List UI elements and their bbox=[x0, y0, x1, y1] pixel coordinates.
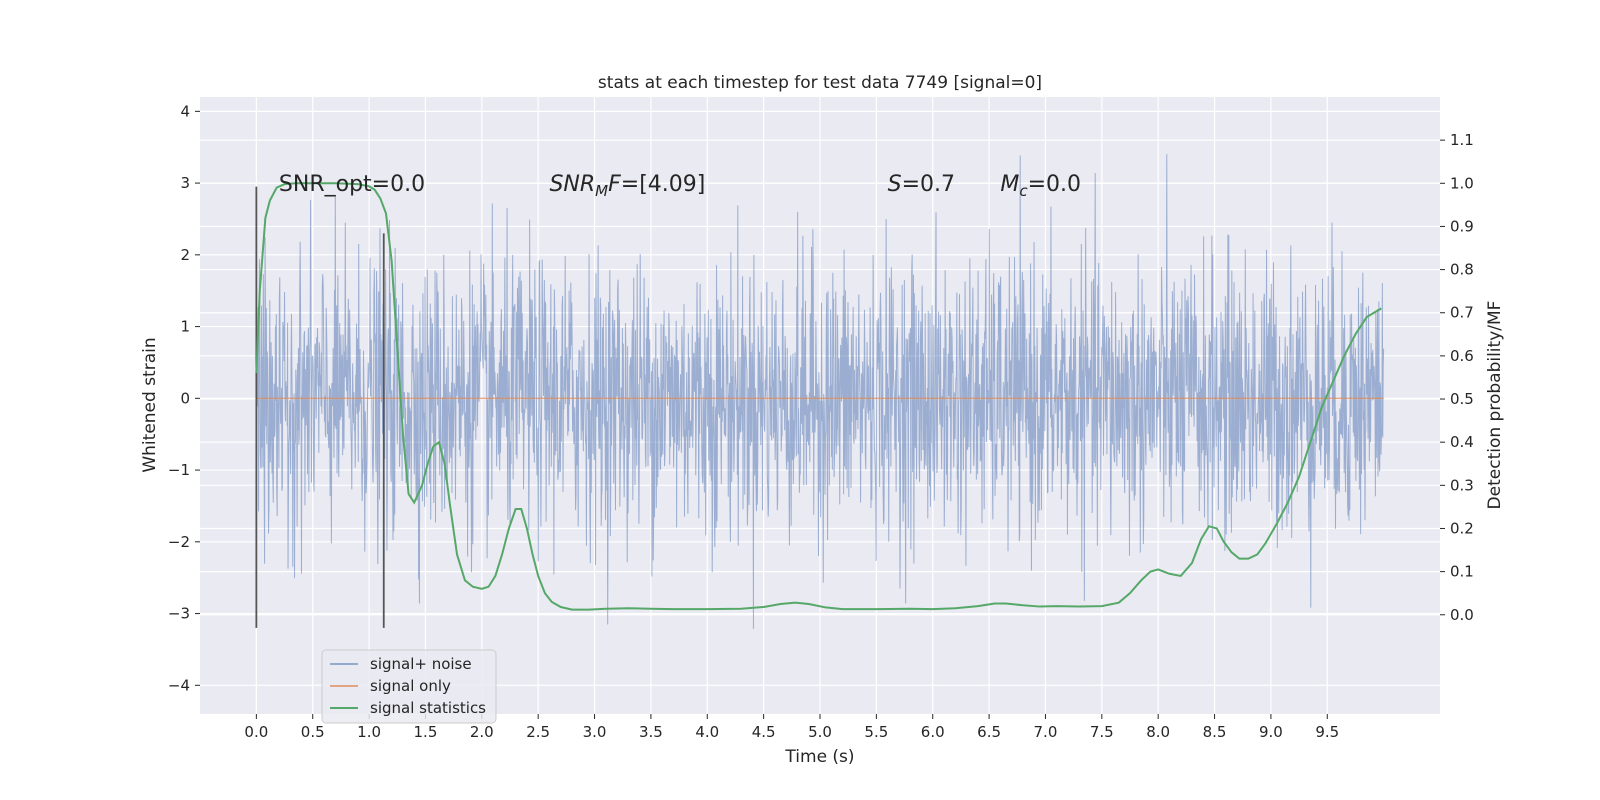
x-tick-label: 1.5 bbox=[414, 723, 438, 741]
x-tick-label: 4.5 bbox=[752, 723, 776, 741]
x-axis-ticks: 0.0 0.5 1.0 1.5 2.0 2.5 3.0 3.5 4.0 4.5 5.0 5.5 6.0 6… bbox=[244, 714, 1339, 741]
x-tick-label: 7.5 bbox=[1090, 723, 1114, 741]
x-tick-label: 2.0 bbox=[470, 723, 494, 741]
y-tick-label: −2 bbox=[168, 533, 190, 551]
x-tick-label: 8.5 bbox=[1203, 723, 1227, 741]
x-tick-label: 5.5 bbox=[864, 723, 888, 741]
noise-series bbox=[255, 154, 1385, 629]
x-tick-label: 8.0 bbox=[1146, 723, 1170, 741]
y-tick-label: 2 bbox=[180, 246, 190, 264]
x-tick-label: 9.5 bbox=[1315, 723, 1339, 741]
legend-entry: signal only bbox=[370, 677, 451, 695]
y-tick-label: 3 bbox=[180, 174, 190, 192]
annotations: SNR_opt=0.0 SNRMF=[4.09] S=0.7 Mc=0.0 bbox=[279, 172, 1081, 200]
annotation-snr_opt: SNR_opt=0.0 bbox=[279, 172, 425, 197]
y2-tick-label: 0.7 bbox=[1450, 304, 1474, 322]
x-tick-label: 0.5 bbox=[301, 723, 325, 741]
y2-tick-label: 0.8 bbox=[1450, 261, 1474, 279]
x-tick-label: 6.0 bbox=[921, 723, 945, 741]
x-tick-label: 3.0 bbox=[583, 723, 607, 741]
vertical-markers bbox=[255, 186, 385, 628]
x-tick-label: 0.0 bbox=[244, 723, 268, 741]
x-axis-label: Time (s) bbox=[784, 747, 854, 767]
signal-statistics-line bbox=[255, 182, 1382, 611]
y-tick-label: 4 bbox=[180, 102, 190, 120]
x-tick-label: 3.5 bbox=[639, 723, 663, 741]
y2-tick-label: 0.3 bbox=[1450, 476, 1474, 494]
x-tick-label: 7.0 bbox=[1034, 723, 1058, 741]
y-tick-label: 1 bbox=[180, 318, 190, 336]
chart-title: stats at each timestep for test data 774… bbox=[598, 73, 1042, 93]
x-tick-label: 5.0 bbox=[808, 723, 832, 741]
annotation-s: S=0.7 bbox=[888, 172, 955, 197]
legend-entry: signal statistics bbox=[370, 699, 486, 717]
y-tick-label: 0 bbox=[180, 389, 190, 407]
y-tick-label: −4 bbox=[168, 676, 190, 694]
legend-box bbox=[321, 649, 497, 724]
legend-entry: signal+ noise bbox=[370, 655, 472, 673]
annotation-snr_mf: SNRMF=[4.09] bbox=[549, 172, 705, 200]
y2-tick-label: 1.1 bbox=[1450, 131, 1474, 149]
x-tick-label: 6.5 bbox=[977, 723, 1001, 741]
y-axis-ticks: −4 −3 −2 −1 0 1 2 3 4 bbox=[168, 102, 200, 694]
y2-tick-label: 0.5 bbox=[1450, 390, 1474, 408]
annotation-mc: Mc=0.0 bbox=[1000, 172, 1081, 200]
y2-tick-label: 0.1 bbox=[1450, 563, 1474, 581]
y2-axis-ticks: 0.0 0.1 0.2 0.3 0.4 0.5 0.6 0.7 0.8 0.9 1.0 1.1 bbox=[1440, 131, 1474, 624]
noise-trace bbox=[255, 154, 1385, 629]
y-axis-label: Whitened strain bbox=[140, 337, 160, 472]
y2-axis-label: Detection probability/MF bbox=[1485, 301, 1505, 510]
x-tick-label: 9.0 bbox=[1259, 723, 1283, 741]
y-tick-label: −3 bbox=[168, 605, 190, 623]
y2-tick-label: 0.2 bbox=[1450, 519, 1474, 537]
x-tick-label: 1.0 bbox=[357, 723, 381, 741]
y2-tick-label: 0.0 bbox=[1450, 606, 1474, 624]
y2-tick-label: 0.6 bbox=[1450, 347, 1474, 365]
legend: signal+ noise signal only signal statistic… bbox=[321, 649, 497, 724]
y2-tick-label: 0.4 bbox=[1450, 433, 1474, 451]
y-tick-label: −1 bbox=[168, 461, 190, 479]
y2-tick-label: 1.0 bbox=[1450, 174, 1474, 192]
x-tick-label: 2.5 bbox=[526, 723, 550, 741]
y2-tick-label: 0.9 bbox=[1450, 217, 1474, 235]
x-tick-label: 4.0 bbox=[695, 723, 719, 741]
